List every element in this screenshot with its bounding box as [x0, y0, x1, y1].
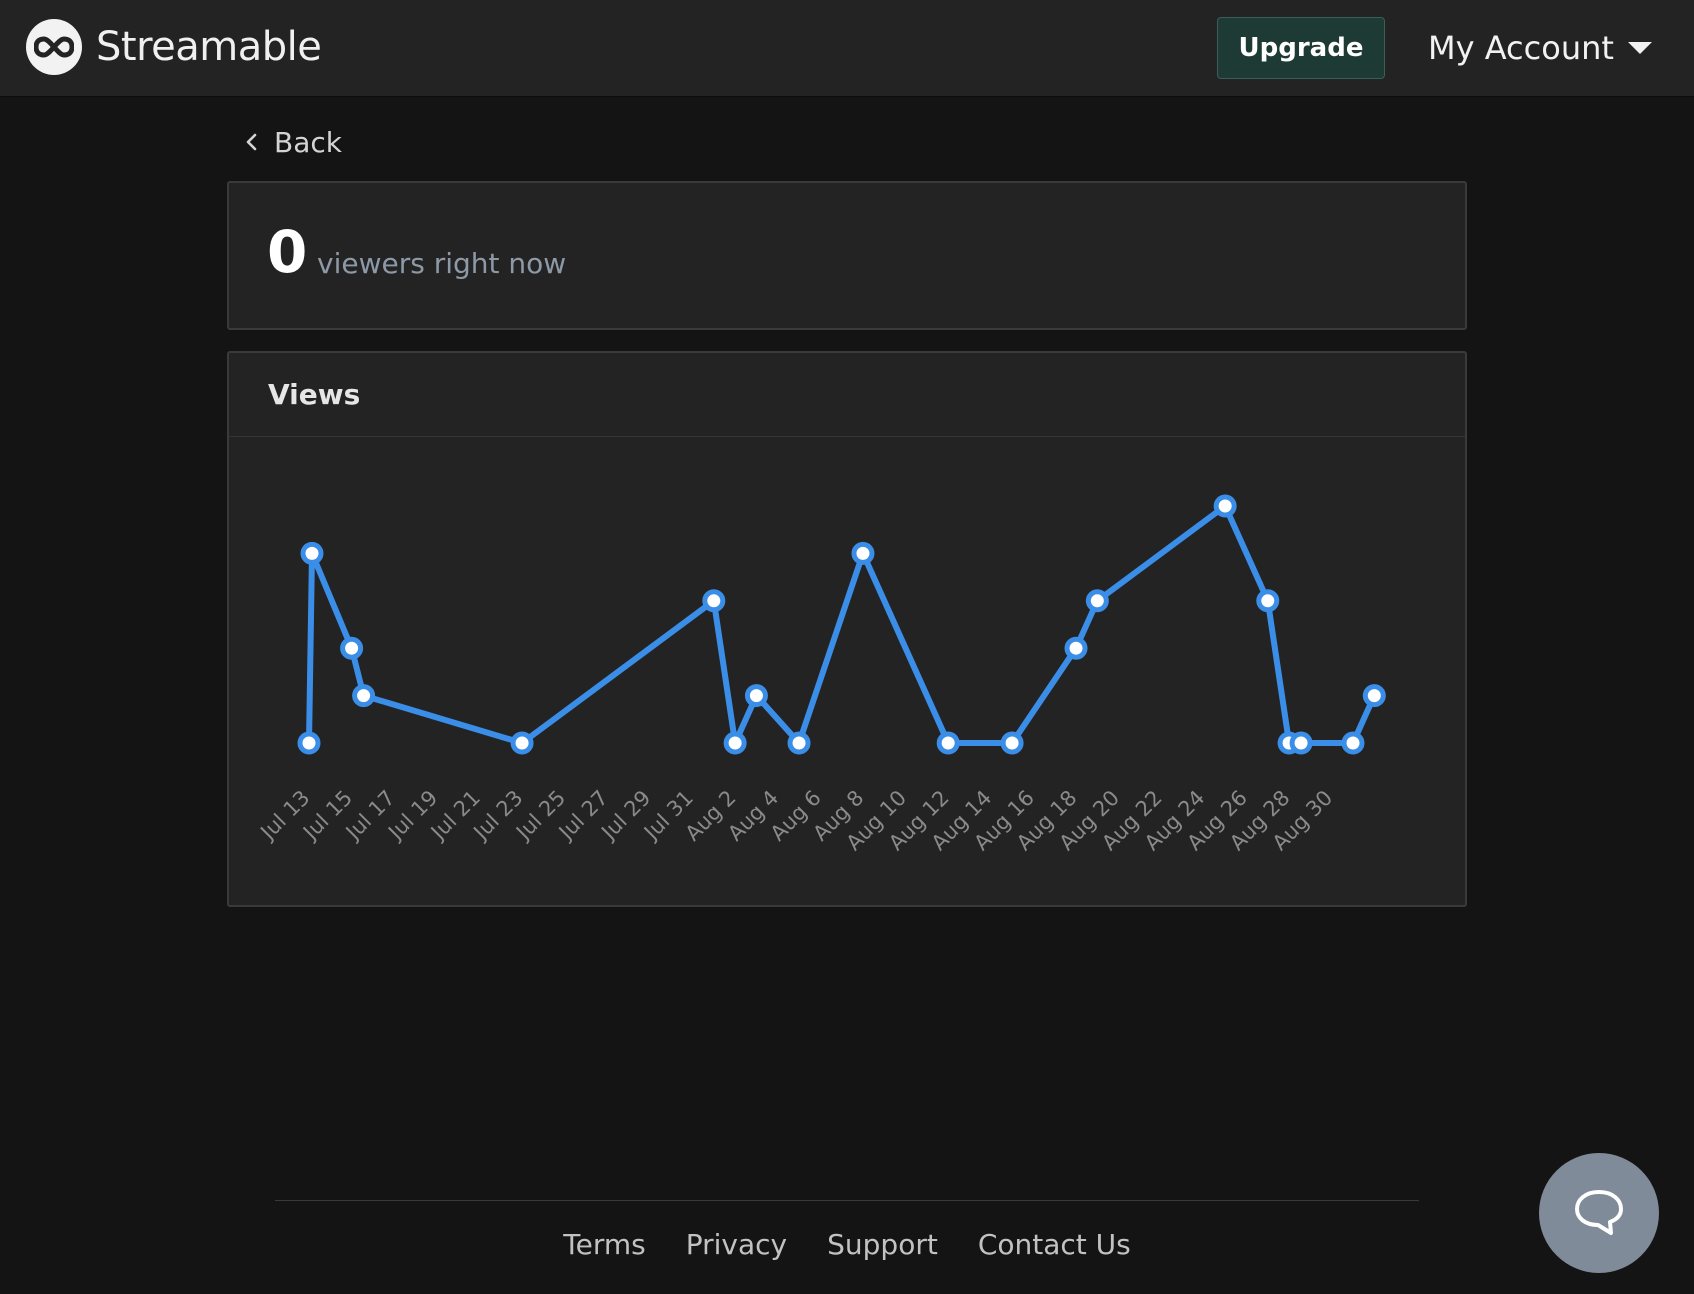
- footer-link-privacy[interactable]: Privacy: [685, 1228, 788, 1261]
- data-point[interactable]: [744, 684, 768, 708]
- back-link[interactable]: Back: [244, 122, 342, 162]
- chevron-left-icon: [244, 132, 260, 152]
- my-account-menu[interactable]: My Account: [1428, 22, 1652, 74]
- x-tick-label: Jul 13: [255, 786, 315, 846]
- data-point[interactable]: [723, 731, 747, 755]
- views-card: Views Jul 13 Jul 15 Jul 17 Jul 19 Jul 21 Jul …: [227, 351, 1467, 907]
- views-card-header: Views: [229, 353, 1465, 437]
- chat-button[interactable]: [1539, 1153, 1659, 1273]
- data-point[interactable]: [1064, 636, 1088, 660]
- data-point[interactable]: [1000, 731, 1024, 755]
- footer-divider: [275, 1200, 1419, 1201]
- back-label: Back: [274, 125, 342, 159]
- data-point[interactable]: [936, 731, 960, 755]
- data-point[interactable]: [297, 731, 321, 755]
- data-point[interactable]: [1256, 589, 1280, 613]
- series-line: [306, 503, 1378, 746]
- caret-down-icon: [1627, 42, 1652, 54]
- data-point[interactable]: [300, 541, 324, 565]
- data-point[interactable]: [1341, 731, 1365, 755]
- live-viewers-card: 0 viewers right now: [227, 181, 1467, 330]
- footer-link-contact[interactable]: Contact Us: [977, 1228, 1131, 1261]
- my-account-label: My Account: [1428, 29, 1614, 67]
- viewers-label: viewers right now: [317, 247, 567, 280]
- data-point[interactable]: [510, 731, 534, 755]
- data-point[interactable]: [352, 684, 376, 708]
- data-point[interactable]: [340, 636, 364, 660]
- chat-bubble-icon: [1575, 1190, 1623, 1235]
- viewers-count: 0: [267, 218, 308, 286]
- data-point[interactable]: [1085, 589, 1109, 613]
- footer-link-support[interactable]: Support: [827, 1228, 938, 1261]
- brand-logo[interactable]: Streamable: [26, 19, 322, 75]
- data-point[interactable]: [851, 541, 875, 565]
- views-title: Views: [268, 378, 361, 411]
- upgrade-button[interactable]: Upgrade: [1217, 17, 1385, 79]
- data-point[interactable]: [1213, 494, 1237, 518]
- data-point[interactable]: [787, 731, 811, 755]
- brand-name: Streamable: [96, 24, 322, 70]
- data-point[interactable]: [1362, 684, 1386, 708]
- footer-link-terms[interactable]: Terms: [563, 1228, 646, 1261]
- data-point[interactable]: [1289, 731, 1313, 755]
- infinity-logo-icon: [26, 19, 82, 75]
- footer-links: Terms Privacy Support Contact Us: [0, 1228, 1694, 1261]
- top-bar: Streamable Upgrade My Account: [0, 0, 1694, 97]
- data-point[interactable]: [702, 589, 726, 613]
